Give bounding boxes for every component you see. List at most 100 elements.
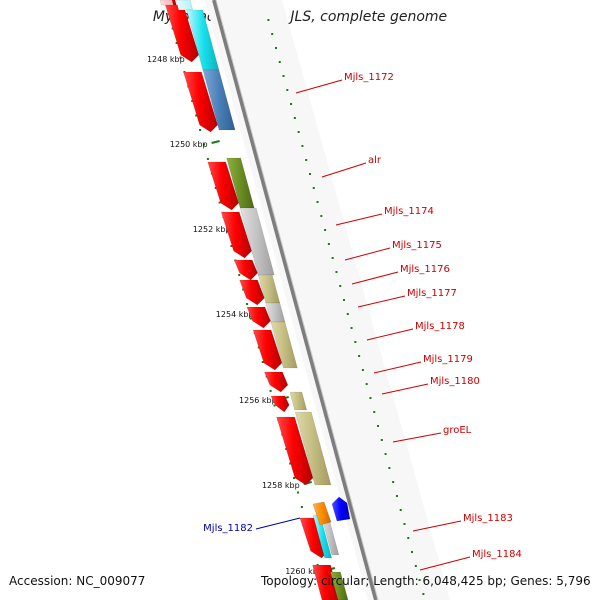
ruler-labels: 1248 kbp 1250 kbp 1252 kbp 1254 kbp 1256 kbp…	[147, 55, 323, 576]
gene-label-leader	[366, 328, 414, 341]
gene-label-leader	[419, 556, 471, 571]
ruler-dot	[300, 506, 303, 508]
genome-backbone	[212, 0, 378, 600]
ruler-dot	[206, 158, 209, 160]
ruler-dot	[175, 42, 178, 44]
lane-dot	[388, 467, 391, 469]
lane-dot	[282, 75, 285, 77]
ruler-label: 1248 kbp	[147, 55, 185, 64]
lane-dot	[395, 495, 398, 497]
feature-lane-markers	[267, 19, 425, 595]
ruler-dot	[230, 245, 233, 247]
gene-label-leader	[255, 517, 301, 530]
ruler-dot	[203, 143, 206, 146]
lane-dot	[335, 271, 338, 273]
gene-arrow	[246, 306, 271, 329]
gene-label-leader	[392, 432, 442, 443]
ruler-dot	[246, 303, 249, 305]
ruler-dot	[218, 201, 221, 204]
gene-block	[312, 564, 341, 600]
gene-label-leader	[321, 162, 367, 178]
lane-dot	[305, 159, 308, 161]
ruler-dot	[261, 361, 264, 363]
gene-label: Mjls_1172	[344, 72, 394, 83]
gene-arrow	[220, 211, 253, 259]
lane-dot	[414, 565, 417, 567]
lane-dot	[343, 299, 345, 301]
lane-dot	[339, 285, 342, 287]
gene-label: groEL	[443, 425, 472, 436]
lane-dot	[331, 257, 334, 259]
lane-dot	[407, 537, 410, 539]
ruler-label: 1258 kbp	[262, 481, 300, 490]
gene-arrow	[276, 416, 314, 486]
lane-dot	[384, 453, 387, 455]
gene-arrow-reverse	[331, 496, 351, 522]
cog-block	[175, 0, 194, 11]
ruler-dot	[273, 404, 276, 407]
accession-text: Accession: NC_009077	[9, 574, 146, 588]
gene-arrow	[239, 279, 265, 306]
ruler-label: 1250 kbp	[170, 140, 208, 149]
lane-dot	[365, 383, 368, 385]
cog-block	[294, 411, 332, 486]
lane-dot	[301, 145, 304, 147]
lane-dot	[361, 369, 364, 371]
gene-label: Mjls_1174	[384, 206, 434, 217]
gene-label-leaders	[255, 79, 471, 571]
gene-label: Mjls_1180	[430, 376, 480, 387]
gene-label-leader	[357, 295, 406, 308]
cog-block	[239, 207, 275, 276]
lane-dot	[290, 103, 293, 105]
ruler-dot	[214, 187, 217, 189]
lane-dot	[399, 509, 402, 511]
gene-label-leader	[412, 520, 462, 532]
gene-label: Mjls_1179	[423, 354, 473, 365]
map-band	[205, 0, 450, 600]
cog-block	[159, 0, 174, 6]
gene-label: Mjls_1183	[463, 513, 513, 524]
ruler-dot	[191, 100, 194, 102]
gene-label-leader	[344, 247, 391, 261]
gene-label: Mjls_1177	[407, 288, 457, 299]
gene-label-leader	[351, 271, 399, 285]
ruler-label: 1254 kbp	[216, 310, 254, 319]
lane-dot	[411, 551, 414, 553]
cog-block	[330, 571, 349, 600]
gene-label: Mjls_1175	[392, 240, 442, 251]
lane-dot	[422, 593, 425, 595]
ruler-dot	[289, 462, 292, 465]
ruler-dot	[238, 274, 241, 276]
gene-label-leader	[381, 383, 429, 395]
lane-dot	[327, 243, 330, 245]
ruler-dot	[179, 56, 182, 59]
ruler-dot	[195, 114, 198, 117]
gene-arrow	[270, 395, 290, 413]
genome-backbone-highlight	[215, 0, 379, 600]
ruler-dot	[199, 129, 202, 131]
gene-arrow	[233, 259, 258, 281]
lane-dot	[286, 89, 289, 91]
lane-dot	[274, 47, 277, 49]
lane-dot	[377, 425, 380, 427]
lane-dot	[358, 355, 361, 357]
lane-dot	[293, 117, 296, 119]
ruler-label: 1256 kbp	[239, 396, 277, 405]
genome-summary-text: Topology: circular; Length: 6,048,425 bp…	[261, 574, 591, 588]
lane-dot	[316, 201, 319, 203]
ruler-major-tick	[211, 140, 220, 144]
cog-block	[270, 321, 298, 369]
cog-block	[202, 69, 236, 131]
gene-arrow	[252, 329, 283, 371]
gene-label-leader	[373, 361, 422, 374]
lane-dot	[346, 313, 349, 315]
lane-dot	[308, 173, 311, 175]
ruler-dot	[296, 491, 299, 494]
gene-label: Mjls_1176	[400, 264, 450, 275]
gene-arrow	[183, 71, 218, 133]
gene-arrow-reverse	[312, 501, 332, 526]
gene-label: Mjls_1178	[415, 321, 465, 332]
